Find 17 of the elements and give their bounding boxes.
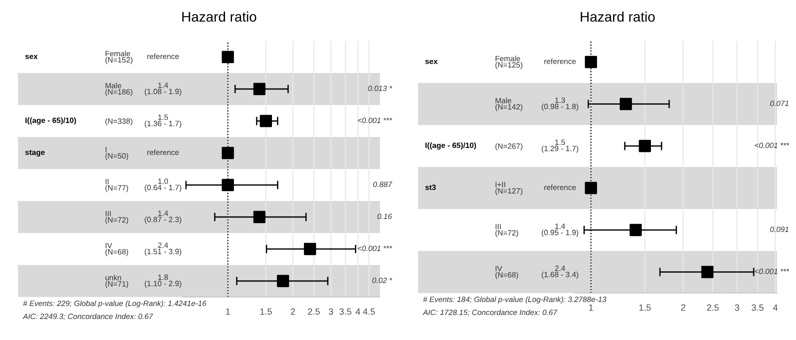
x-tick-label: 3 [328, 308, 334, 315]
chart-title: Hazard ratio [182, 12, 256, 22]
x-tick-label: 4 [773, 304, 778, 311]
x-tick-label: 1 [226, 308, 230, 315]
x-tick-label: 3 [734, 304, 740, 311]
x-tick-label: 1.5 [260, 308, 272, 315]
x-tick-label: 3.5 [752, 304, 764, 311]
x-tick-label: 4.5 [362, 308, 375, 315]
x-tick-label: 2 [681, 304, 686, 311]
x-tick-label: 2.5 [308, 308, 320, 315]
x-tick-label: 2 [290, 308, 295, 315]
x-tick-label: 1.5 [639, 304, 651, 311]
x-tick-label: 2.5 [707, 304, 719, 311]
x-tick-label: 3.5 [339, 308, 352, 315]
x-tick-label: 1 [589, 304, 594, 311]
x-tick-label: 4 [356, 308, 360, 315]
chart-title: Hazard ratio [580, 12, 655, 22]
